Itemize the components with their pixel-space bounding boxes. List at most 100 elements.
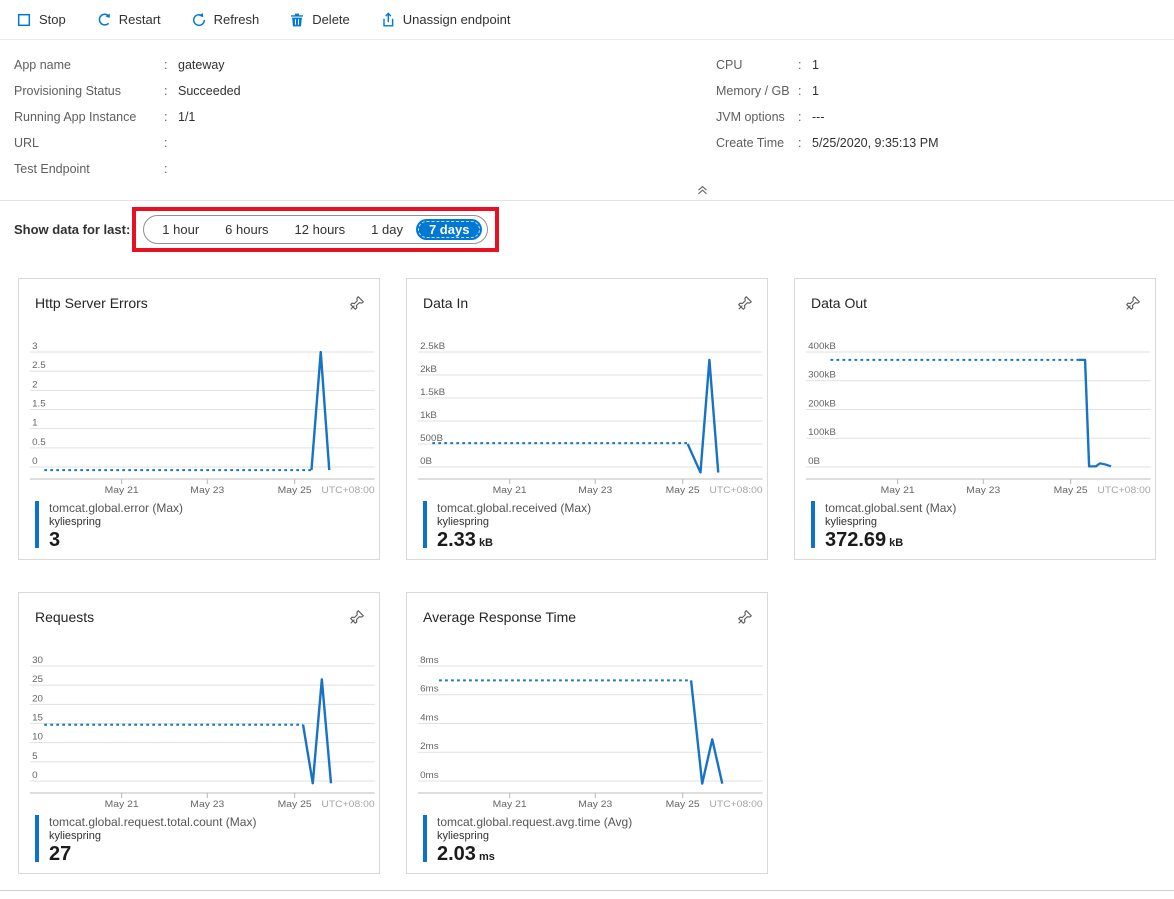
restart-button-label: Restart [118,12,161,27]
info-label: Provisioning Status [14,84,122,98]
legend-resource-name: kyliespring [49,830,101,842]
legend-unit: kB [889,537,904,549]
legend-value: 27 [49,843,72,865]
x-axis-tick-label: May 25 [278,485,312,496]
metric-line-solid [686,358,720,474]
section-divider [0,200,1174,201]
y-axis-tick-label: 300kB [808,369,836,380]
metric-line-solid [310,350,331,471]
unassign-endpoint-button[interactable]: Unassign endpoint [378,8,513,32]
info-row-create-time: Create Time : 5/25/2020, 9:35:13 PM [716,136,939,150]
y-axis-tick-label: 4ms [420,712,439,723]
chart-title: Average Response Time [423,609,577,625]
y-axis-tick-label: 3 [32,340,37,351]
time-option-12-hours[interactable]: 12 hours [294,222,346,237]
info-label: Running App Instance [14,110,137,124]
metric-line-solid [689,680,724,785]
legend-value: 2.33 [437,529,476,551]
y-axis-tick-label: 0 [32,455,37,466]
pin-button[interactable] [736,609,753,629]
legend-value: 3 [49,529,61,551]
legend-resource-name: kyliespring [437,830,489,842]
info-value-create-time: 5/25/2020, 9:35:13 PM [812,136,939,150]
x-axis-tick-label: May 21 [493,485,527,496]
annotation-highlight-box: 1 hour 6 hours 12 hours 1 day 7 days [132,207,500,252]
legend-metric-name: tomcat.global.request.total.count (Max) [49,815,257,829]
legend-metric-name: tomcat.global.received (Max) [437,501,592,515]
time-option-7-days[interactable]: 7 days [415,219,483,240]
info-row-test-endpoint: Test Endpoint : [14,162,168,176]
chart-title: Requests [35,609,95,625]
collapse-essentials-button[interactable] [694,182,711,201]
restart-icon [96,12,112,28]
metric-chart-plot: 3 2.5 2 1.5 1 0.5 0 May 21 May 23 May 25 UTC+08:00 [29,340,375,496]
y-axis-tick-label: 30 [32,654,43,665]
info-value-provisioning-status: Succeeded [178,84,241,98]
time-range-label: Show data for last: [14,222,131,237]
pin-button[interactable] [348,295,365,315]
delete-icon [289,12,305,28]
x-axis-tick-label: May 21 [105,799,139,810]
info-value-running-app-instance: 1/1 [178,110,196,124]
time-option-6-hours[interactable]: 6 hours [225,222,269,237]
unassign-endpoint-icon [380,11,396,28]
y-axis-tick-label: 20 [32,693,43,704]
legend-value: 2.03 [437,843,476,865]
y-axis-tick-label: 0 [32,769,37,780]
pin-button[interactable] [736,295,753,315]
x-axis-tick-label: May 23 [578,799,612,810]
y-axis-tick-label: 100kB [808,427,836,438]
legend-metric-name: tomcat.global.request.avg.time (Avg) [437,815,633,829]
refresh-button[interactable]: Refresh [189,8,262,32]
x-axis-tick-label: May 21 [881,485,915,496]
unassign-endpoint-button-label: Unassign endpoint [402,12,511,27]
y-axis-tick-label: 0ms [420,769,439,780]
pin-icon [348,610,365,629]
y-axis-tick-label: 0B [808,455,820,466]
y-axis-tick-label: 0.5 [32,436,46,447]
timezone-label: UTC+08:00 [321,799,375,810]
legend-resource-name: kyliespring [437,516,489,528]
metrics-charts-grid: Http Server Errors 3 2.5 2 1.5 1 0.5 0 May 21 Ma… [18,278,1156,874]
bottom-divider [0,890,1174,891]
legend-color-bar [35,815,39,862]
x-axis-tick-label: May 23 [578,485,612,496]
info-row-jvm-options: JVM options : --- [716,110,825,124]
time-range-row: Show data for last: 1 hour 6 hours 12 ho… [0,201,1174,262]
refresh-button-label: Refresh [213,12,260,27]
metric-chart-plot: 400kB 300kB 200kB 100kB 0B May 21 May 23 May 25… [805,340,1151,496]
chevron-double-up-icon [696,184,709,199]
info-label: JVM options [716,110,785,124]
y-axis-tick-label: 500B [420,432,443,443]
info-row-url: URL : [14,136,168,150]
restart-button[interactable]: Restart [94,8,163,32]
metric-line-solid [1079,358,1112,468]
legend-color-bar [423,815,427,862]
legend-metric-name: tomcat.global.sent (Max) [825,501,957,515]
y-axis-tick-label: 15 [32,712,43,723]
y-axis-tick-label: 2kB [420,363,437,374]
pin-button[interactable] [348,609,365,629]
stop-button[interactable]: Stop [14,8,68,32]
time-option-1-hour[interactable]: 1 hour [162,222,200,237]
delete-button[interactable]: Delete [287,8,352,32]
legend-resource-name: kyliespring [825,516,877,528]
info-row-provisioning-status: Provisioning Status : Succeeded [14,84,241,98]
essentials-right-column: CPU : 1 Memory / GB : 1 JVM options : --… [716,52,1174,182]
info-value-cpu: 1 [812,58,819,72]
info-label: Memory / GB [716,84,790,98]
time-option-1-day[interactable]: 1 day [371,222,403,237]
pin-button[interactable] [1124,295,1141,315]
info-row-running-app-instance: Running App Instance : 1/1 [14,110,196,124]
y-axis-tick-label: 1.5 [32,398,46,409]
y-axis-tick-label: 6ms [420,683,439,694]
x-axis-tick-label: May 25 [666,485,700,496]
x-axis-tick-label: May 25 [1054,485,1088,496]
metric-chart-card: Average Response Time 8ms 6ms 4ms 2ms 0ms May… [406,592,768,874]
y-axis-tick-label: 5 [32,750,37,761]
chart-legend: tomcat.global.received (Max) kyliespring… [423,501,767,554]
x-axis-tick-label: May 23 [966,485,1000,496]
y-axis-tick-label: 2.5 [32,360,46,371]
x-axis-tick-label: May 21 [105,485,139,496]
